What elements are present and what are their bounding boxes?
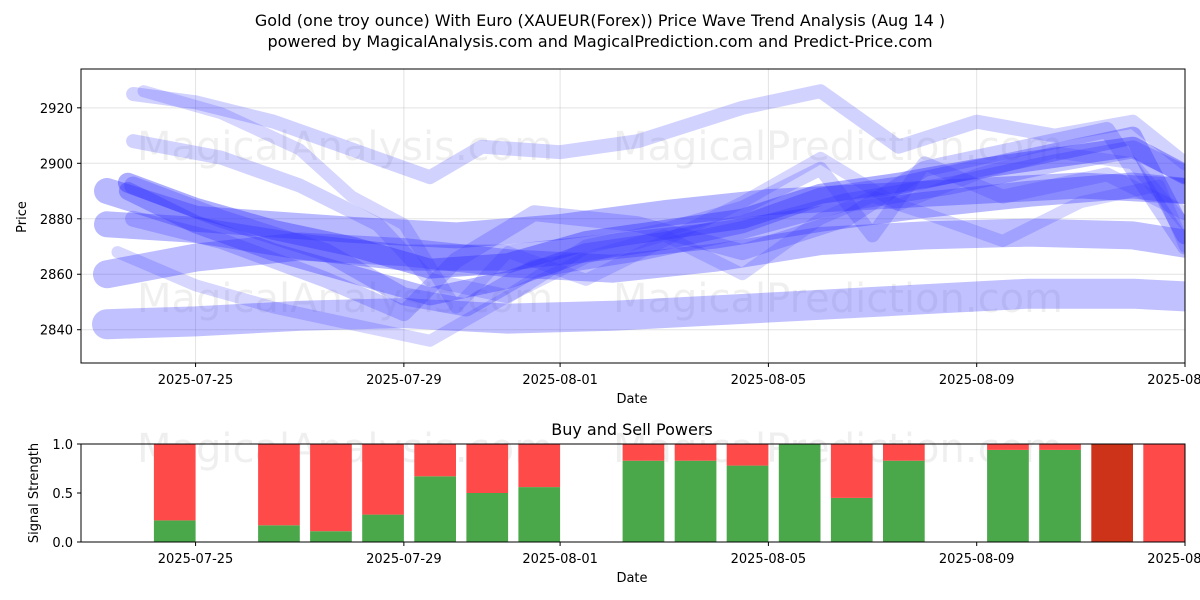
x-tick-label: 2025-07-29 (366, 552, 442, 567)
wave-band-wave-3 (93, 218, 1185, 289)
x-tick-label: 2025-07-25 (158, 373, 234, 388)
x-tick-label: 2025-08-09 (939, 373, 1015, 388)
wave-band-wave-1 (94, 172, 1185, 249)
buy-power-bar (258, 525, 300, 542)
y-tick-label: 2900 (40, 157, 73, 172)
buy-power-bar (674, 460, 717, 542)
signal-y-axis-label: Signal Strength (27, 443, 42, 543)
watermark-text: MagicalAnalysis.com (137, 276, 553, 322)
signal-x-axis-label: Date (616, 571, 647, 586)
wave-band-wave-2 (94, 172, 1185, 271)
buy-power-bar (987, 449, 1029, 542)
y-tick-label: 2920 (40, 102, 73, 117)
wave-band-wave-6 (125, 122, 1185, 322)
sell-power-bar (830, 444, 873, 498)
buy-power-bar (310, 531, 352, 542)
x-tick-label: 2025-08-01 (522, 552, 598, 567)
buy-power-bar (622, 460, 665, 542)
watermark-text: MagicalPrediction.com (613, 124, 1063, 170)
sell-power-bar (1143, 444, 1185, 542)
x-tick-label: 2025-08-13 (1147, 552, 1200, 567)
buy-power-bar (518, 487, 561, 542)
price-chart: MagicalAnalysis.com MagicalPrediction.co… (15, 68, 1200, 407)
x-tick-label: 2025-07-29 (366, 373, 442, 388)
chart-title-line2: powered by MagicalAnalysis.com and Magic… (267, 32, 932, 51)
buy-power-bar (362, 514, 404, 542)
y-tick-label: 0.0 (52, 536, 73, 551)
buy-power-bar (726, 465, 769, 542)
x-tick-label: 2025-08-09 (939, 552, 1015, 567)
sell-power-bar (674, 444, 717, 461)
buy-power-bar (466, 493, 509, 542)
wave-band-wave-5 (124, 140, 1185, 317)
signal-chart-title: Buy and Sell Powers (551, 420, 713, 439)
wave-band-wave-11 (117, 136, 1185, 279)
wave-band-wave-10 (111, 179, 1185, 347)
signal-x-axis: 2025-07-25 2025-07-29 2025-08-01 2025-08-05… (158, 542, 1200, 567)
sell-power-bar (310, 444, 352, 532)
buy-power-bar (153, 520, 196, 542)
x-tick-label: 2025-08-01 (522, 373, 598, 388)
y-tick-label: 2880 (40, 213, 73, 228)
watermark-text: MagicalAnalysis.com (137, 124, 553, 170)
sell-power-bar (1091, 444, 1133, 542)
price-plot-frame (80, 68, 1186, 364)
buy-power-bar (414, 476, 456, 542)
buy-power-bar (1039, 449, 1081, 542)
signal-y-axis: 0.0 0.5 1.0 (52, 438, 81, 551)
sell-power-bar (726, 444, 769, 466)
price-x-axis-label: Date (616, 392, 647, 407)
wave-band-wave-12 (118, 126, 1185, 306)
sell-power-bar (987, 444, 1029, 450)
sell-power-bar (153, 444, 196, 521)
x-tick-label: 2025-08-13 (1147, 373, 1200, 388)
chart-title-line1: Gold (one troy ounce) With Euro (XAUEUR(… (255, 11, 945, 30)
price-watermarks: MagicalAnalysis.com MagicalPrediction.co… (137, 124, 1063, 322)
sell-power-bar (414, 444, 456, 477)
wave-band-wave-9 (137, 85, 1185, 314)
x-tick-label: 2025-08-05 (731, 373, 807, 388)
signal-chart: Buy and Sell Powers MagicalAnalysis.com … (27, 420, 1200, 586)
wave-band-wave-8 (126, 134, 1185, 304)
y-tick-label: 1.0 (52, 438, 73, 453)
buy-power-bar (830, 497, 873, 542)
sell-power-bar (258, 444, 300, 526)
sell-power-bar (883, 444, 925, 461)
y-tick-label: 2840 (40, 324, 73, 339)
y-tick-label: 2860 (40, 268, 73, 283)
buy-power-bar (883, 460, 925, 542)
sell-power-bar (1039, 444, 1081, 450)
sell-power-bar (466, 444, 509, 493)
sell-power-bar (622, 444, 665, 461)
wave-band-wave-4 (92, 278, 1185, 340)
x-tick-label: 2025-07-25 (158, 552, 234, 567)
wave-band-wave-7 (126, 84, 1185, 185)
price-y-axis: 2840 2860 2880 2900 2920 (40, 102, 81, 339)
x-tick-label: 2025-08-05 (731, 552, 807, 567)
signal-bars (153, 444, 1185, 542)
sell-power-bar (518, 444, 561, 488)
price-x-axis: 2025-07-25 2025-07-29 2025-08-01 2025-08-05… (158, 363, 1200, 388)
price-y-axis-label: Price (15, 201, 30, 233)
buy-power-bar (778, 444, 821, 542)
watermark-text: MagicalPrediction.com (613, 276, 1063, 322)
price-wave-bands (92, 84, 1185, 347)
y-tick-label: 0.5 (52, 487, 73, 502)
sell-power-bar (362, 444, 404, 515)
